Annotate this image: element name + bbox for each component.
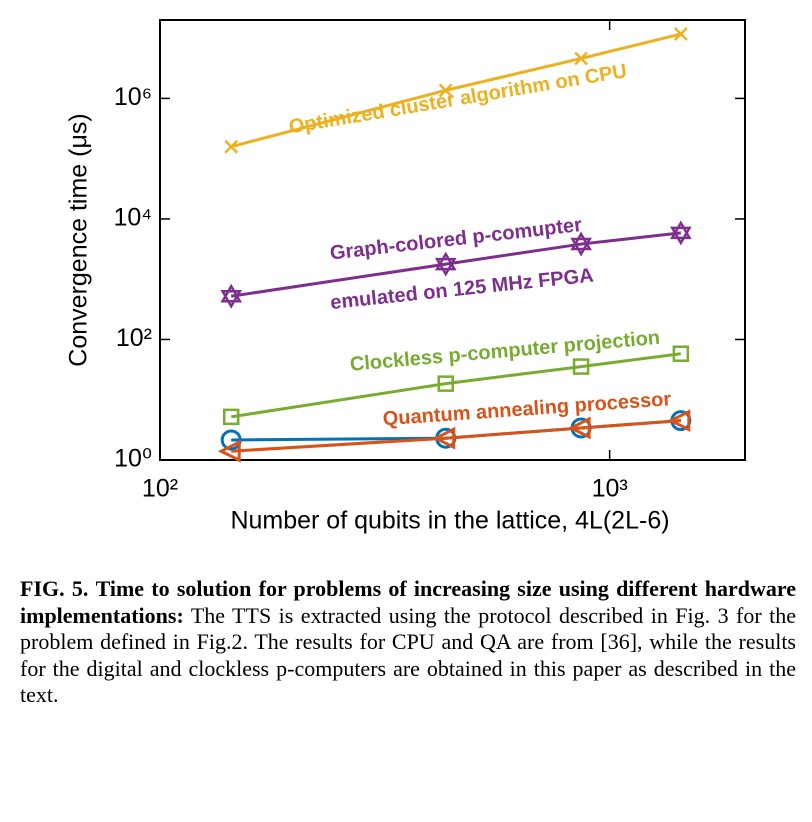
marker xyxy=(217,439,241,463)
annotation: Clockless p-computer projection xyxy=(349,327,661,376)
y-tick-label: 10⁰ xyxy=(114,445,152,473)
marker xyxy=(567,416,591,440)
y-tick-label: 10⁶ xyxy=(114,83,152,111)
marker xyxy=(432,426,456,450)
annotation: Optimized cluster algorithm on CPU xyxy=(287,60,628,138)
y-axis-label: Convergence time (μs) xyxy=(65,113,93,366)
plot-frame xyxy=(159,19,746,461)
x-axis-label: Number of qubits in the lattice, 4L(2L-6… xyxy=(230,507,669,535)
series-line xyxy=(230,32,682,149)
annotation: Graph-colored p-comupter xyxy=(329,214,583,265)
y-tick-label: 10² xyxy=(116,324,152,352)
caption-text: The TTS is extracted using the protocol … xyxy=(20,602,796,708)
caption-title: Time to solution for problems of increas… xyxy=(20,576,797,628)
x-tick-label: 10² xyxy=(142,475,178,503)
marker xyxy=(570,231,592,257)
caption: FIG. 5. Time to solution for problems of… xyxy=(20,576,796,709)
marker xyxy=(220,283,243,309)
marker xyxy=(670,220,692,246)
chart: Number of qubits in the lattice, 4L(2L-6… xyxy=(65,19,746,535)
caption-label: FIG. 5. xyxy=(20,576,89,601)
marker xyxy=(667,409,691,433)
marker xyxy=(220,429,242,451)
marker xyxy=(673,27,688,41)
series-line xyxy=(230,231,682,298)
marker xyxy=(438,83,453,98)
marker xyxy=(434,251,457,277)
y-tick-label: 10⁴ xyxy=(113,204,152,232)
marker xyxy=(672,345,690,362)
marker xyxy=(572,358,590,375)
marker xyxy=(437,375,454,392)
marker xyxy=(222,408,240,426)
annotation: emulated on 125 MHz FPGA xyxy=(329,265,594,315)
series-line xyxy=(230,352,682,419)
x-tick-label: 10³ xyxy=(592,475,628,503)
series-line xyxy=(231,419,681,453)
marker xyxy=(224,139,239,154)
marker xyxy=(574,51,588,66)
